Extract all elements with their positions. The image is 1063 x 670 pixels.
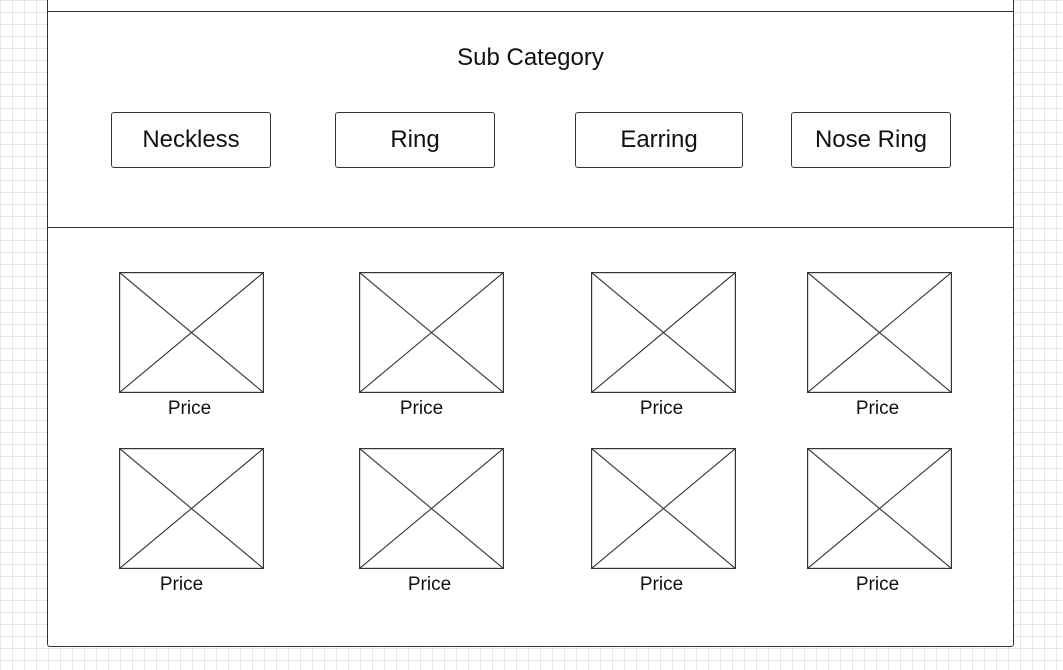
product-image-placeholder[interactable] <box>807 272 952 393</box>
product-price: Price <box>167 398 212 419</box>
section-divider <box>47 227 1014 228</box>
sub-category-title: Sub Category <box>457 44 604 71</box>
image-placeholder-icon <box>591 272 736 393</box>
product-image-placeholder[interactable] <box>807 448 952 569</box>
category-button-nose-ring[interactable]: Nose Ring <box>791 112 951 168</box>
product-image-placeholder[interactable] <box>591 272 736 393</box>
product-price: Price <box>399 398 444 419</box>
category-button-earring[interactable]: Earring <box>575 112 743 168</box>
category-button-ring[interactable]: Ring <box>335 112 495 168</box>
image-placeholder-icon <box>359 448 504 569</box>
product-price: Price <box>407 574 452 595</box>
product-price: Price <box>159 574 204 595</box>
product-image-placeholder[interactable] <box>591 448 736 569</box>
category-button-necklace[interactable]: Neckless <box>111 112 271 168</box>
product-image-placeholder[interactable] <box>359 448 504 569</box>
product-price: Price <box>639 398 684 419</box>
image-placeholder-icon <box>807 448 952 569</box>
image-placeholder-icon <box>119 272 264 393</box>
product-price: Price <box>639 574 684 595</box>
image-placeholder-icon <box>807 272 952 393</box>
image-placeholder-icon <box>591 448 736 569</box>
product-price: Price <box>855 398 900 419</box>
product-image-placeholder[interactable] <box>119 272 264 393</box>
product-image-placeholder[interactable] <box>119 448 264 569</box>
product-price: Price <box>855 574 900 595</box>
image-placeholder-icon <box>119 448 264 569</box>
product-image-placeholder[interactable] <box>359 272 504 393</box>
top-divider <box>47 11 1014 12</box>
image-placeholder-icon <box>359 272 504 393</box>
